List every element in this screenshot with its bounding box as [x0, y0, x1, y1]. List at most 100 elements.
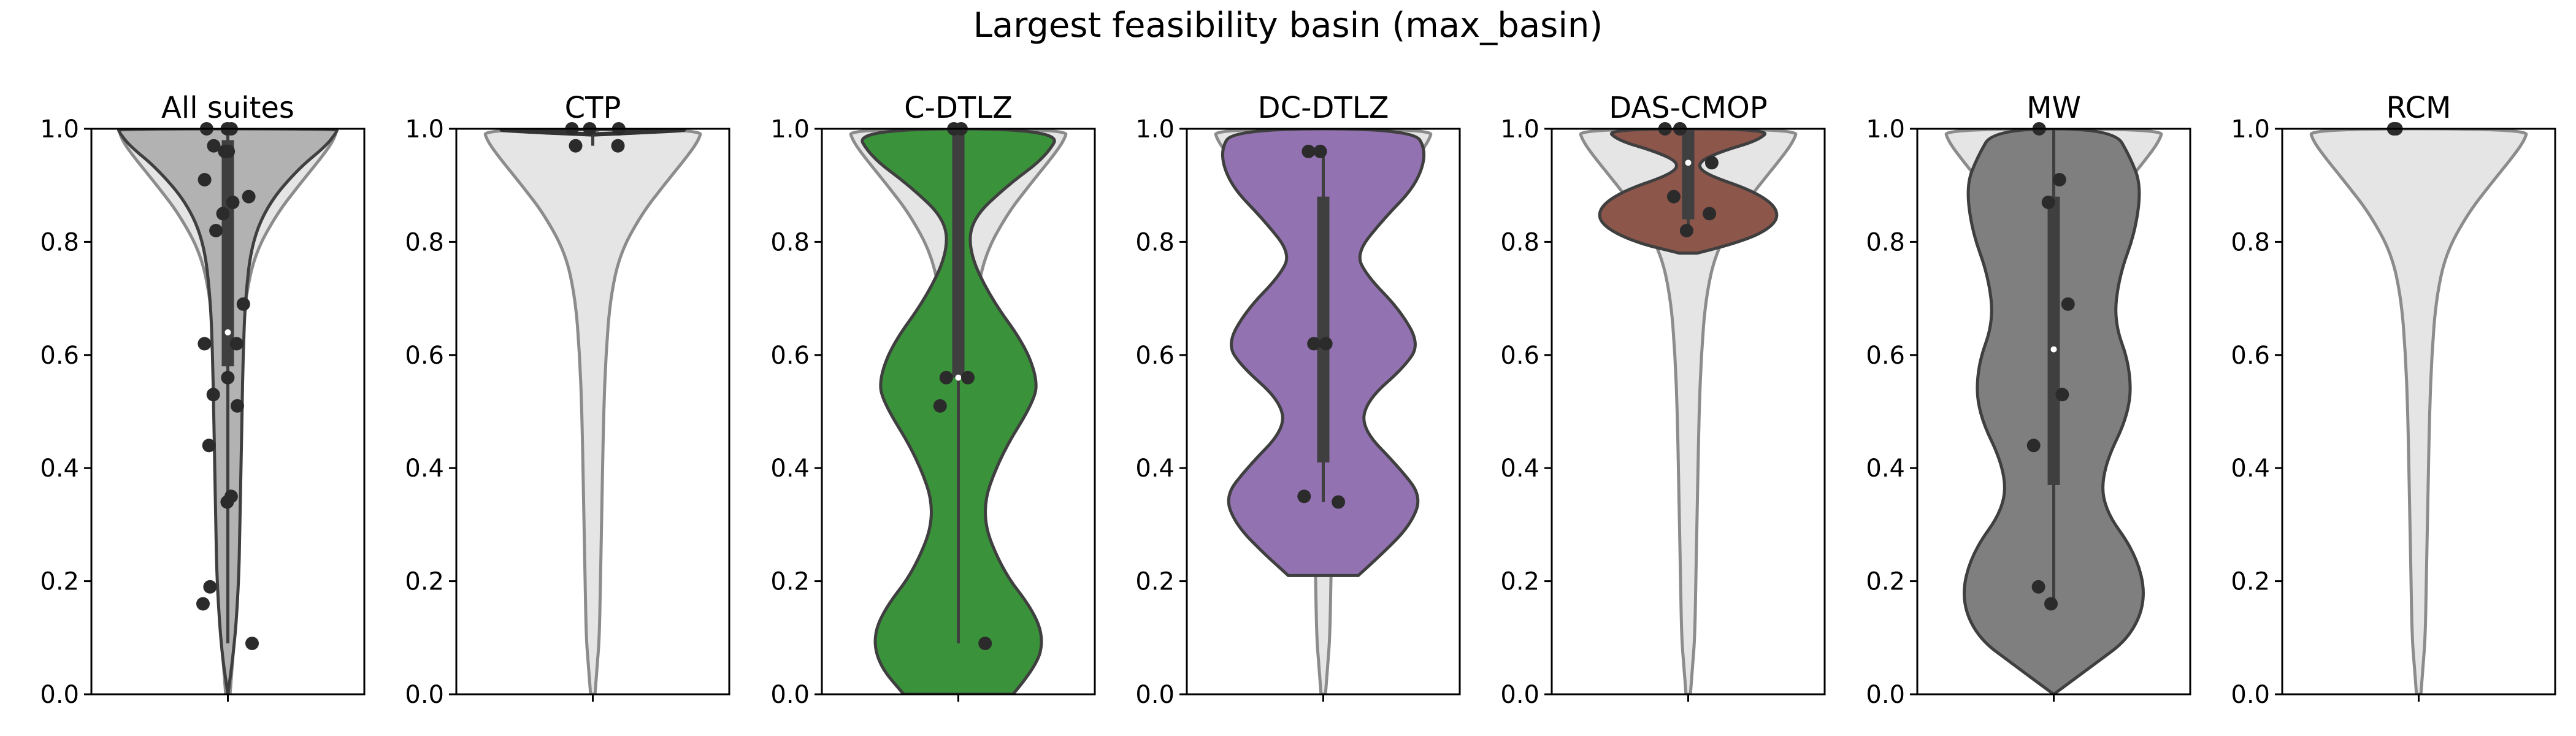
panel-5: 0.0 0.2 0.4 0.6 0.8 1.0 MW [1866, 91, 2191, 709]
data-point [1307, 337, 1321, 351]
y-tick-label: 0.8 [1866, 228, 1905, 256]
data-point [1704, 156, 1719, 170]
median-marker [224, 329, 231, 335]
data-point [933, 399, 947, 413]
y-tick-label: 0.8 [40, 228, 79, 256]
panels: 0.0 0.2 0.4 0.6 0.8 1.0 All suites 0.0 0.2 0.4 0.6… [40, 91, 2556, 709]
data-point [2041, 195, 2055, 209]
y-tick-label: 0.4 [1866, 454, 1905, 483]
panel-title: RCM [2386, 91, 2451, 125]
y-tick-label: 1.0 [1500, 115, 1539, 144]
data-point [197, 337, 212, 351]
data-point [1297, 489, 1311, 504]
data-point [242, 190, 256, 204]
y-tick-label: 0.4 [40, 454, 79, 483]
median-marker [1685, 159, 1692, 166]
background-violin [2309, 129, 2528, 694]
data-point [196, 597, 210, 611]
data-point [197, 173, 212, 186]
y-tick-label: 0.2 [40, 568, 79, 596]
data-point [221, 144, 236, 158]
data-point [1679, 224, 1693, 237]
y-tick-label: 0.6 [2231, 342, 2270, 370]
data-point [207, 139, 221, 153]
y-tick-label: 0.4 [770, 454, 810, 483]
y-tick-label: 0.0 [770, 681, 810, 709]
y-tick-label: 0.8 [2231, 228, 2270, 256]
panel-3: 0.0 0.2 0.4 0.6 0.8 1.0 DC-DTLZ [1135, 91, 1461, 709]
panel-title: All suites [161, 91, 294, 125]
data-point [611, 139, 625, 153]
data-point [2061, 297, 2075, 311]
y-tick-label: 1.0 [1866, 115, 1905, 144]
data-point [221, 370, 235, 385]
data-point [2031, 580, 2045, 594]
data-point [220, 495, 234, 509]
panel-title: DAS-CMOP [1609, 91, 1767, 125]
y-tick-label: 0.2 [405, 568, 444, 596]
panel-0: 0.0 0.2 0.4 0.6 0.8 1.0 All suites [40, 91, 366, 709]
y-tick-label: 0.6 [1500, 342, 1539, 370]
panel-title: C-DTLZ [904, 91, 1013, 125]
y-tick-label: 0.2 [1500, 568, 1539, 596]
data-point [245, 637, 259, 650]
iqr-box [2047, 196, 2060, 485]
data-point [978, 637, 992, 650]
panel-title: DC-DTLZ [1258, 91, 1389, 125]
data-point [209, 224, 223, 237]
data-point [206, 388, 220, 402]
median-marker [2050, 346, 2057, 353]
iqr-box [1317, 196, 1330, 462]
panel-title: MW [2026, 91, 2081, 125]
y-tick-label: 0.8 [1500, 228, 1539, 256]
y-tick-label: 0.4 [2231, 454, 2270, 483]
y-tick-label: 0.0 [1866, 681, 1905, 709]
median-marker [955, 374, 962, 381]
y-tick-label: 1.0 [405, 115, 444, 144]
data-point [229, 337, 243, 351]
panel-4: 0.0 0.2 0.4 0.6 0.8 1.0 DAS-CMOP [1500, 91, 1826, 709]
y-tick-label: 1.0 [770, 115, 810, 144]
y-tick-label: 0.2 [1135, 568, 1175, 596]
y-tick-label: 0.8 [1135, 228, 1175, 256]
y-tick-label: 0.6 [1135, 342, 1175, 370]
y-tick-label: 0.2 [770, 568, 810, 596]
iqr-box [1682, 129, 1695, 220]
data-point [216, 207, 230, 221]
y-tick-label: 0.0 [405, 681, 444, 709]
panel-6: 0.0 0.2 0.4 0.6 0.8 1.0 RCM [2231, 91, 2556, 709]
y-tick-label: 1.0 [2231, 115, 2270, 144]
data-point [1319, 337, 1333, 351]
y-tick-label: 0.8 [405, 228, 444, 256]
data-point [202, 439, 216, 453]
data-point [1313, 144, 1327, 158]
y-tick-label: 0.4 [1135, 454, 1175, 483]
figure-title: Largest feasibility basin (max_basin) [973, 6, 1603, 45]
y-tick-label: 0.4 [405, 454, 444, 483]
y-tick-label: 1.0 [40, 115, 79, 144]
data-point [1332, 495, 1346, 509]
data-point [226, 195, 240, 209]
y-tick-label: 0.8 [770, 228, 810, 256]
data-point [231, 399, 244, 413]
y-tick-label: 0.2 [1866, 568, 1905, 596]
data-point [961, 370, 975, 385]
data-point [2052, 173, 2066, 186]
data-point [1667, 190, 1681, 204]
panel-1: 0.0 0.2 0.4 0.6 0.8 1.0 CTP [405, 91, 730, 709]
y-tick-label: 1.0 [1135, 115, 1175, 144]
data-point [939, 370, 953, 385]
y-tick-label: 0.0 [2231, 681, 2270, 709]
data-point [203, 580, 217, 594]
y-tick-label: 0.0 [40, 681, 79, 709]
y-tick-label: 0.6 [770, 342, 810, 370]
y-tick-label: 0.0 [1500, 681, 1539, 709]
y-tick-label: 0.4 [1500, 454, 1539, 483]
y-tick-label: 0.6 [1866, 342, 1905, 370]
iqr-box [952, 129, 965, 378]
y-tick-label: 0.6 [40, 342, 79, 370]
data-point [569, 139, 583, 153]
panel-title: CTP [565, 91, 621, 125]
data-point [1703, 207, 1717, 221]
